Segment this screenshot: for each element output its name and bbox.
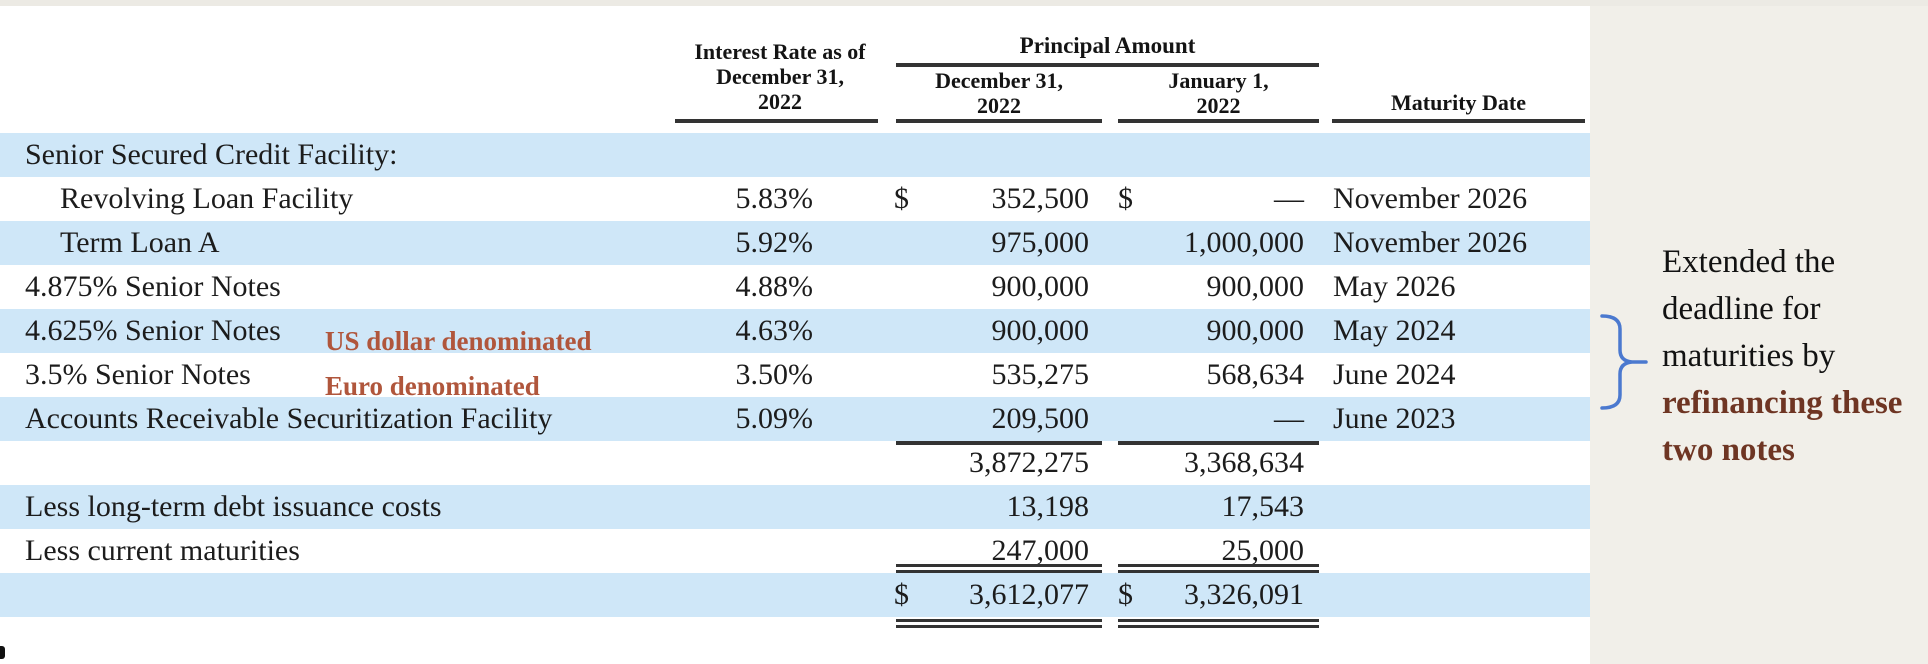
header-line: 2022	[1196, 93, 1241, 118]
table-row-total: $ 3,612,077 $ 3,326,091	[0, 573, 1590, 617]
maturity-date-value: November 2026	[1333, 182, 1528, 215]
amount-jan-1-2022: 900,000	[1206, 270, 1305, 303]
row-label: Accounts Receivable Securitization Facil…	[25, 402, 553, 435]
dollar-sign: $	[1118, 578, 1133, 611]
row-label: Term Loan A	[60, 226, 220, 259]
column-header-principal-amount: Principal Amount	[1019, 33, 1196, 58]
table-row: Senior Secured Credit Facility:	[0, 133, 1590, 177]
amount-dec-31-2022: 209,500	[991, 402, 1090, 435]
amount-jan-1-2022: 3,368,634	[1184, 446, 1304, 479]
dollar-sign: $	[1118, 182, 1133, 215]
maturity-date-value: November 2026	[1333, 226, 1528, 259]
column-header-maturity-date: Maturity Date	[1390, 90, 1526, 115]
jan-header-underline	[1118, 119, 1319, 123]
total-double-underline	[1118, 625, 1319, 628]
row-label: 4.875% Senior Notes	[25, 270, 281, 303]
table-row: 3.5% Senior Notes 3.50% 535,275 568,634 …	[0, 353, 1590, 397]
interest-rate-value: 5.92%	[735, 226, 814, 259]
maturity-date-value: May 2026	[1333, 270, 1456, 303]
row-label: Senior Secured Credit Facility:	[25, 138, 398, 171]
annotation-euro-denominated: Euro denominated	[325, 371, 540, 401]
amount-dec-31-2022: 900,000	[991, 314, 1090, 347]
header-line: January 1,	[1168, 68, 1269, 93]
column-header-december-31-2022: December 31, 2022	[896, 68, 1102, 118]
amount-dec-31-2022: 13,198	[1006, 490, 1090, 523]
dollar-sign: $	[894, 182, 909, 215]
row-label: Less long-term debt issuance costs	[25, 490, 442, 523]
principal-amount-underline	[896, 63, 1319, 67]
amount-jan-1-2022: 1,000,000	[1184, 226, 1304, 259]
row-label: 4.625% Senior Notes	[25, 314, 281, 347]
table-row: 4.875% Senior Notes 4.88% 900,000 900,00…	[0, 265, 1590, 309]
table-row: Less current maturities 247,000 25,000	[0, 529, 1590, 573]
amount-jan-1-2022: 17,543	[1221, 490, 1305, 523]
table-row: Revolving Loan Facility 5.83% $ 352,500 …	[0, 177, 1590, 221]
amount-jan-1-2022: 25,000	[1221, 534, 1305, 567]
interest-rate-value: 4.63%	[735, 314, 814, 347]
row-label: Revolving Loan Facility	[60, 182, 354, 215]
side-note-brown-text: refinancing these two notes	[1662, 385, 1903, 468]
header-line: 2022	[977, 93, 1021, 118]
header-line: Interest Rate as of	[694, 39, 866, 64]
column-header-january-1-2022: January 1, 2022	[1118, 68, 1319, 118]
pre-total-double-rule	[1118, 570, 1319, 573]
annotation-us-dollar-denominated: US dollar denominated	[325, 326, 592, 356]
amount-jan-1-2022: 900,000	[1206, 314, 1305, 347]
amount-jan-1-2022: —	[1274, 182, 1304, 215]
left-edge-mark	[0, 646, 5, 659]
amount-jan-1-2022: 3,326,091	[1184, 578, 1304, 611]
table-row-subtotal: 3,872,275 3,368,634	[0, 441, 1590, 485]
side-note-black-text: Extended the deadline for maturities by	[1662, 244, 1836, 374]
table-row: Less long-term debt issuance costs 13,19…	[0, 485, 1590, 529]
table-body: Senior Secured Credit Facility: Revolvin…	[0, 133, 1590, 617]
interest-rate-value: 3.50%	[735, 358, 814, 391]
amount-dec-31-2022: 352,500	[991, 182, 1090, 215]
table-row: 4.625% Senior Notes 4.63% 900,000 900,00…	[0, 309, 1590, 353]
table-row: Accounts Receivable Securitization Facil…	[0, 397, 1590, 441]
interest-rate-value: 5.83%	[735, 182, 814, 215]
page-top-strip	[0, 0, 1928, 6]
amount-dec-31-2022: 3,872,275	[969, 446, 1089, 479]
total-double-underline	[896, 619, 1102, 622]
row-label: Less current maturities	[25, 534, 300, 567]
pre-total-double-rule	[1118, 564, 1319, 567]
brace-icon	[1600, 314, 1648, 410]
amount-dec-31-2022: 900,000	[991, 270, 1090, 303]
amount-dec-31-2022: 3,612,077	[969, 578, 1089, 611]
dollar-sign: $	[894, 578, 909, 611]
maturity-header-underline	[1332, 119, 1585, 123]
header-line: 2022	[758, 89, 802, 114]
amount-dec-31-2022: 975,000	[991, 226, 1090, 259]
amount-jan-1-2022: —	[1274, 402, 1304, 435]
maturity-date-value: June 2023	[1333, 402, 1456, 435]
amount-jan-1-2022: 568,634	[1206, 358, 1305, 391]
pre-total-double-rule	[896, 564, 1102, 567]
header-line: December 31,	[716, 64, 844, 89]
total-double-underline	[1118, 619, 1319, 622]
side-note: Extended the deadline for maturities by …	[1662, 239, 1928, 474]
row-label: 3.5% Senior Notes	[25, 358, 251, 391]
total-double-underline	[896, 625, 1102, 628]
column-header-interest-rate: Interest Rate as of December 31, 2022	[655, 39, 905, 114]
subtotal-rule-dec	[896, 441, 1102, 445]
maturity-date-value: June 2024	[1333, 358, 1456, 391]
header-line: December 31,	[935, 68, 1063, 93]
interest-rate-value: 4.88%	[735, 270, 814, 303]
maturity-date-value: May 2024	[1333, 314, 1456, 347]
interest-header-underline	[675, 119, 878, 123]
subtotal-rule-jan	[1118, 441, 1319, 445]
table-row: Term Loan A 5.92% 975,000 1,000,000 Nove…	[0, 221, 1590, 265]
debt-schedule-table: Interest Rate as of December 31, 2022 Pr…	[0, 6, 1590, 664]
dec-header-underline	[896, 119, 1102, 123]
interest-rate-value: 5.09%	[735, 402, 814, 435]
amount-dec-31-2022: 535,275	[991, 358, 1090, 391]
pre-total-double-rule	[896, 570, 1102, 573]
amount-dec-31-2022: 247,000	[991, 534, 1090, 567]
